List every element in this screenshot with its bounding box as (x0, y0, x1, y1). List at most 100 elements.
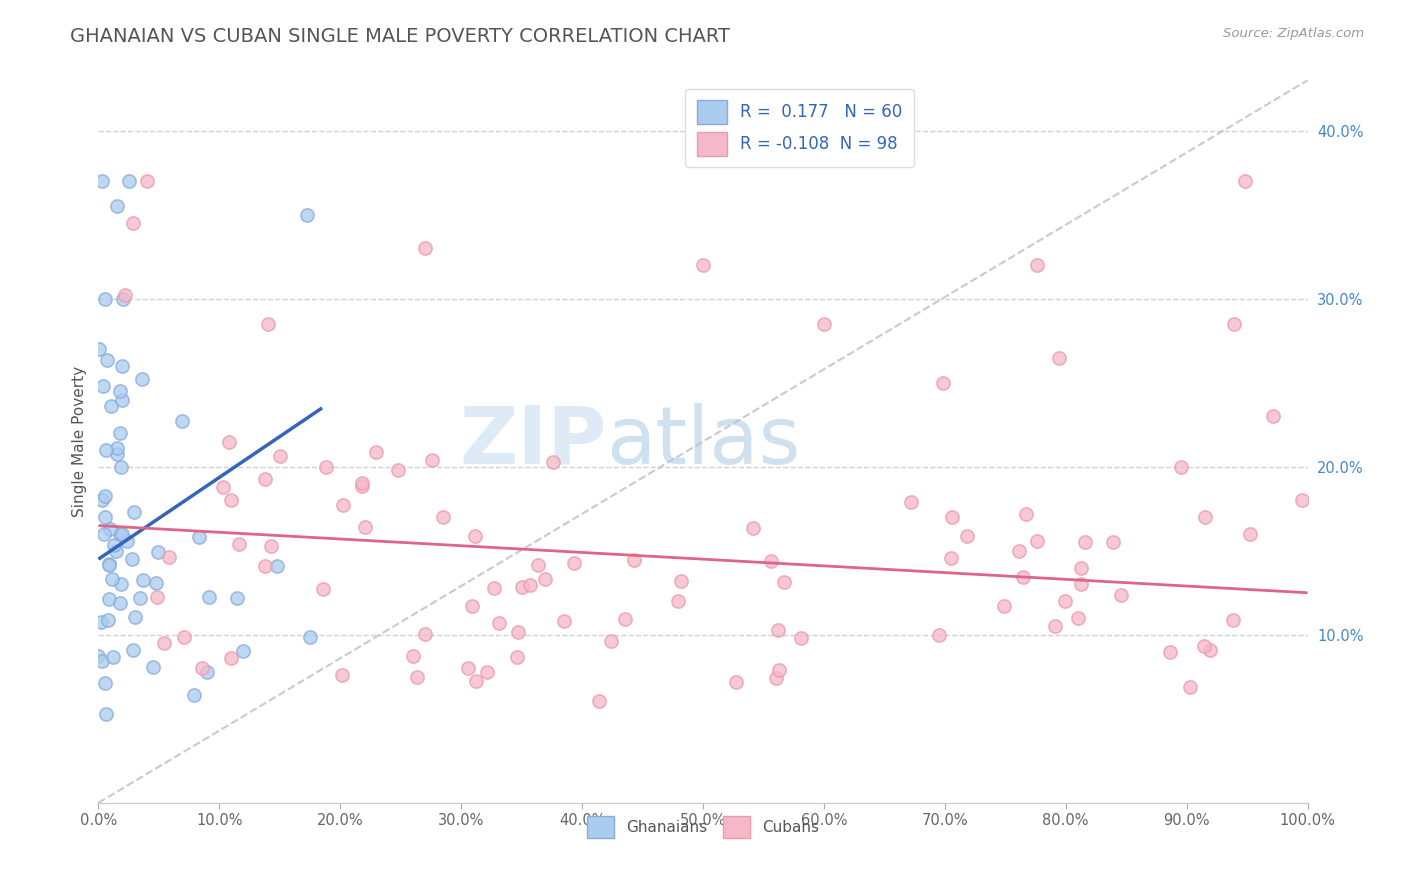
Point (599, 633, 621, 648)
Point (413, 627, 436, 641)
Point (1045, 619, 1067, 633)
Point (526, 558, 548, 573)
Point (432, 509, 454, 524)
Point (457, 661, 479, 675)
Point (759, 554, 782, 568)
Point (413, 241, 436, 255)
Point (932, 376, 955, 390)
Point (97, 592, 120, 607)
Point (1026, 258, 1049, 272)
Point (1291, 493, 1313, 508)
Point (101, 650, 124, 665)
Point (1263, 409, 1285, 424)
Point (100, 399, 122, 413)
Point (1178, 681, 1201, 695)
Point (266, 558, 288, 573)
Point (110, 577, 132, 591)
Point (226, 591, 249, 605)
Point (765, 671, 787, 685)
Point (928, 628, 950, 642)
Point (219, 651, 242, 665)
Point (724, 674, 747, 689)
Point (1102, 534, 1125, 549)
Point (103, 538, 125, 552)
Point (191, 661, 214, 675)
Point (111, 359, 134, 373)
Point (588, 694, 610, 708)
Point (96, 353, 118, 368)
Point (218, 435, 240, 450)
Point (104, 543, 127, 558)
Point (89, 342, 111, 356)
Point (312, 582, 335, 596)
Point (111, 292, 134, 306)
Point (148, 545, 170, 559)
Point (153, 636, 176, 650)
Point (173, 630, 195, 644)
Point (541, 455, 564, 469)
Point (405, 670, 427, 684)
Point (464, 673, 486, 688)
Point (1222, 613, 1244, 627)
Point (1159, 644, 1181, 658)
Point (132, 573, 155, 587)
Point (188, 529, 211, 543)
Point (211, 479, 233, 493)
Point (108, 526, 131, 541)
Point (94, 292, 117, 306)
Point (142, 660, 165, 674)
Point (94, 442, 117, 457)
Point (121, 642, 143, 657)
Point (364, 445, 387, 459)
Point (298, 630, 321, 644)
Point (420, 453, 443, 467)
Point (512, 580, 534, 594)
Point (506, 650, 529, 665)
Point (488, 615, 510, 630)
Point (198, 590, 221, 604)
Point (315, 460, 337, 475)
Point (94, 510, 117, 524)
Point (475, 665, 498, 679)
Point (97, 613, 120, 627)
Point (1111, 588, 1133, 602)
Point (91, 378, 114, 392)
Point (993, 599, 1015, 614)
Point (1234, 174, 1257, 188)
Point (260, 539, 283, 553)
Point (613, 612, 636, 626)
Point (135, 174, 157, 188)
Point (1015, 507, 1038, 521)
Point (98, 558, 121, 573)
Point (118, 174, 141, 188)
Point (183, 688, 205, 702)
Point (131, 372, 153, 386)
Point (90, 615, 112, 630)
Y-axis label: Single Male Poverty: Single Male Poverty (72, 366, 87, 517)
Point (1070, 577, 1092, 591)
Point (623, 553, 645, 567)
Point (332, 498, 354, 512)
Point (172, 414, 194, 428)
Point (91, 493, 114, 508)
Point (790, 631, 813, 645)
Point (941, 510, 963, 524)
Legend: Ghanaians, Cubans: Ghanaians, Cubans (579, 809, 827, 846)
Point (98, 557, 121, 571)
Point (108, 426, 131, 441)
Point (195, 665, 218, 679)
Point (1239, 527, 1261, 541)
Point (157, 549, 180, 564)
Point (813, 317, 835, 331)
Point (256, 317, 278, 331)
Point (108, 384, 131, 399)
Point (105, 199, 128, 213)
Point (122, 216, 145, 230)
Point (401, 649, 423, 664)
Point (939, 550, 962, 565)
Point (124, 610, 146, 624)
Point (773, 574, 796, 589)
Point (1170, 459, 1192, 474)
Point (105, 441, 128, 455)
Point (666, 594, 689, 608)
